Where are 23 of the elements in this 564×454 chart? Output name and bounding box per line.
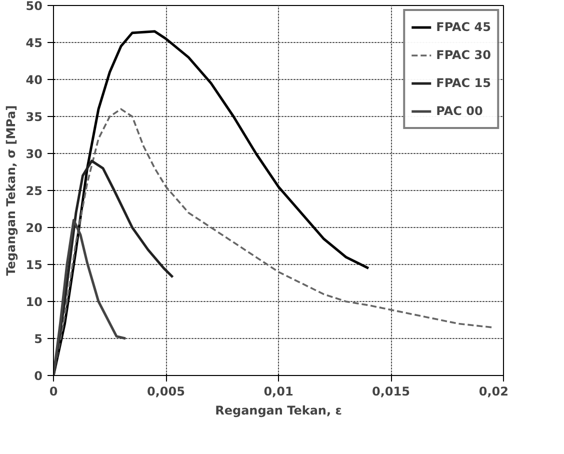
x-tick-label: 0,01	[264, 384, 294, 398]
y-tick-label: 10	[26, 295, 43, 309]
x-tick-label: 0,015	[372, 384, 410, 398]
x-tick-label: 0	[49, 384, 58, 398]
y-tick-label: 0	[34, 369, 43, 383]
legend-label: FPAC 30	[436, 48, 491, 62]
y-tick-label: 50	[26, 0, 43, 13]
y-axis-title: Tegangan Tekan, σ [MPa]	[4, 105, 18, 276]
x-tick-label: 0,005	[147, 384, 185, 398]
y-tick-label: 25	[26, 184, 43, 198]
legend-label: FPAC 15	[436, 76, 491, 90]
legend-label: PAC 00	[436, 104, 483, 118]
line-series	[54, 218, 127, 376]
y-tick-label: 15	[26, 258, 43, 272]
y-tick-label: 35	[26, 110, 43, 124]
x-tick-label: 0,02	[478, 384, 508, 398]
y-tick-label: 20	[26, 221, 43, 235]
y-tick-label: 45	[26, 36, 43, 50]
y-tick-label: 40	[26, 73, 43, 87]
y-tick-label: 30	[26, 147, 43, 161]
y-tick-label: 5	[34, 332, 43, 346]
x-axis-title: Regangan Tekan, ε	[215, 404, 342, 418]
legend-label: FPAC 45	[436, 20, 491, 34]
